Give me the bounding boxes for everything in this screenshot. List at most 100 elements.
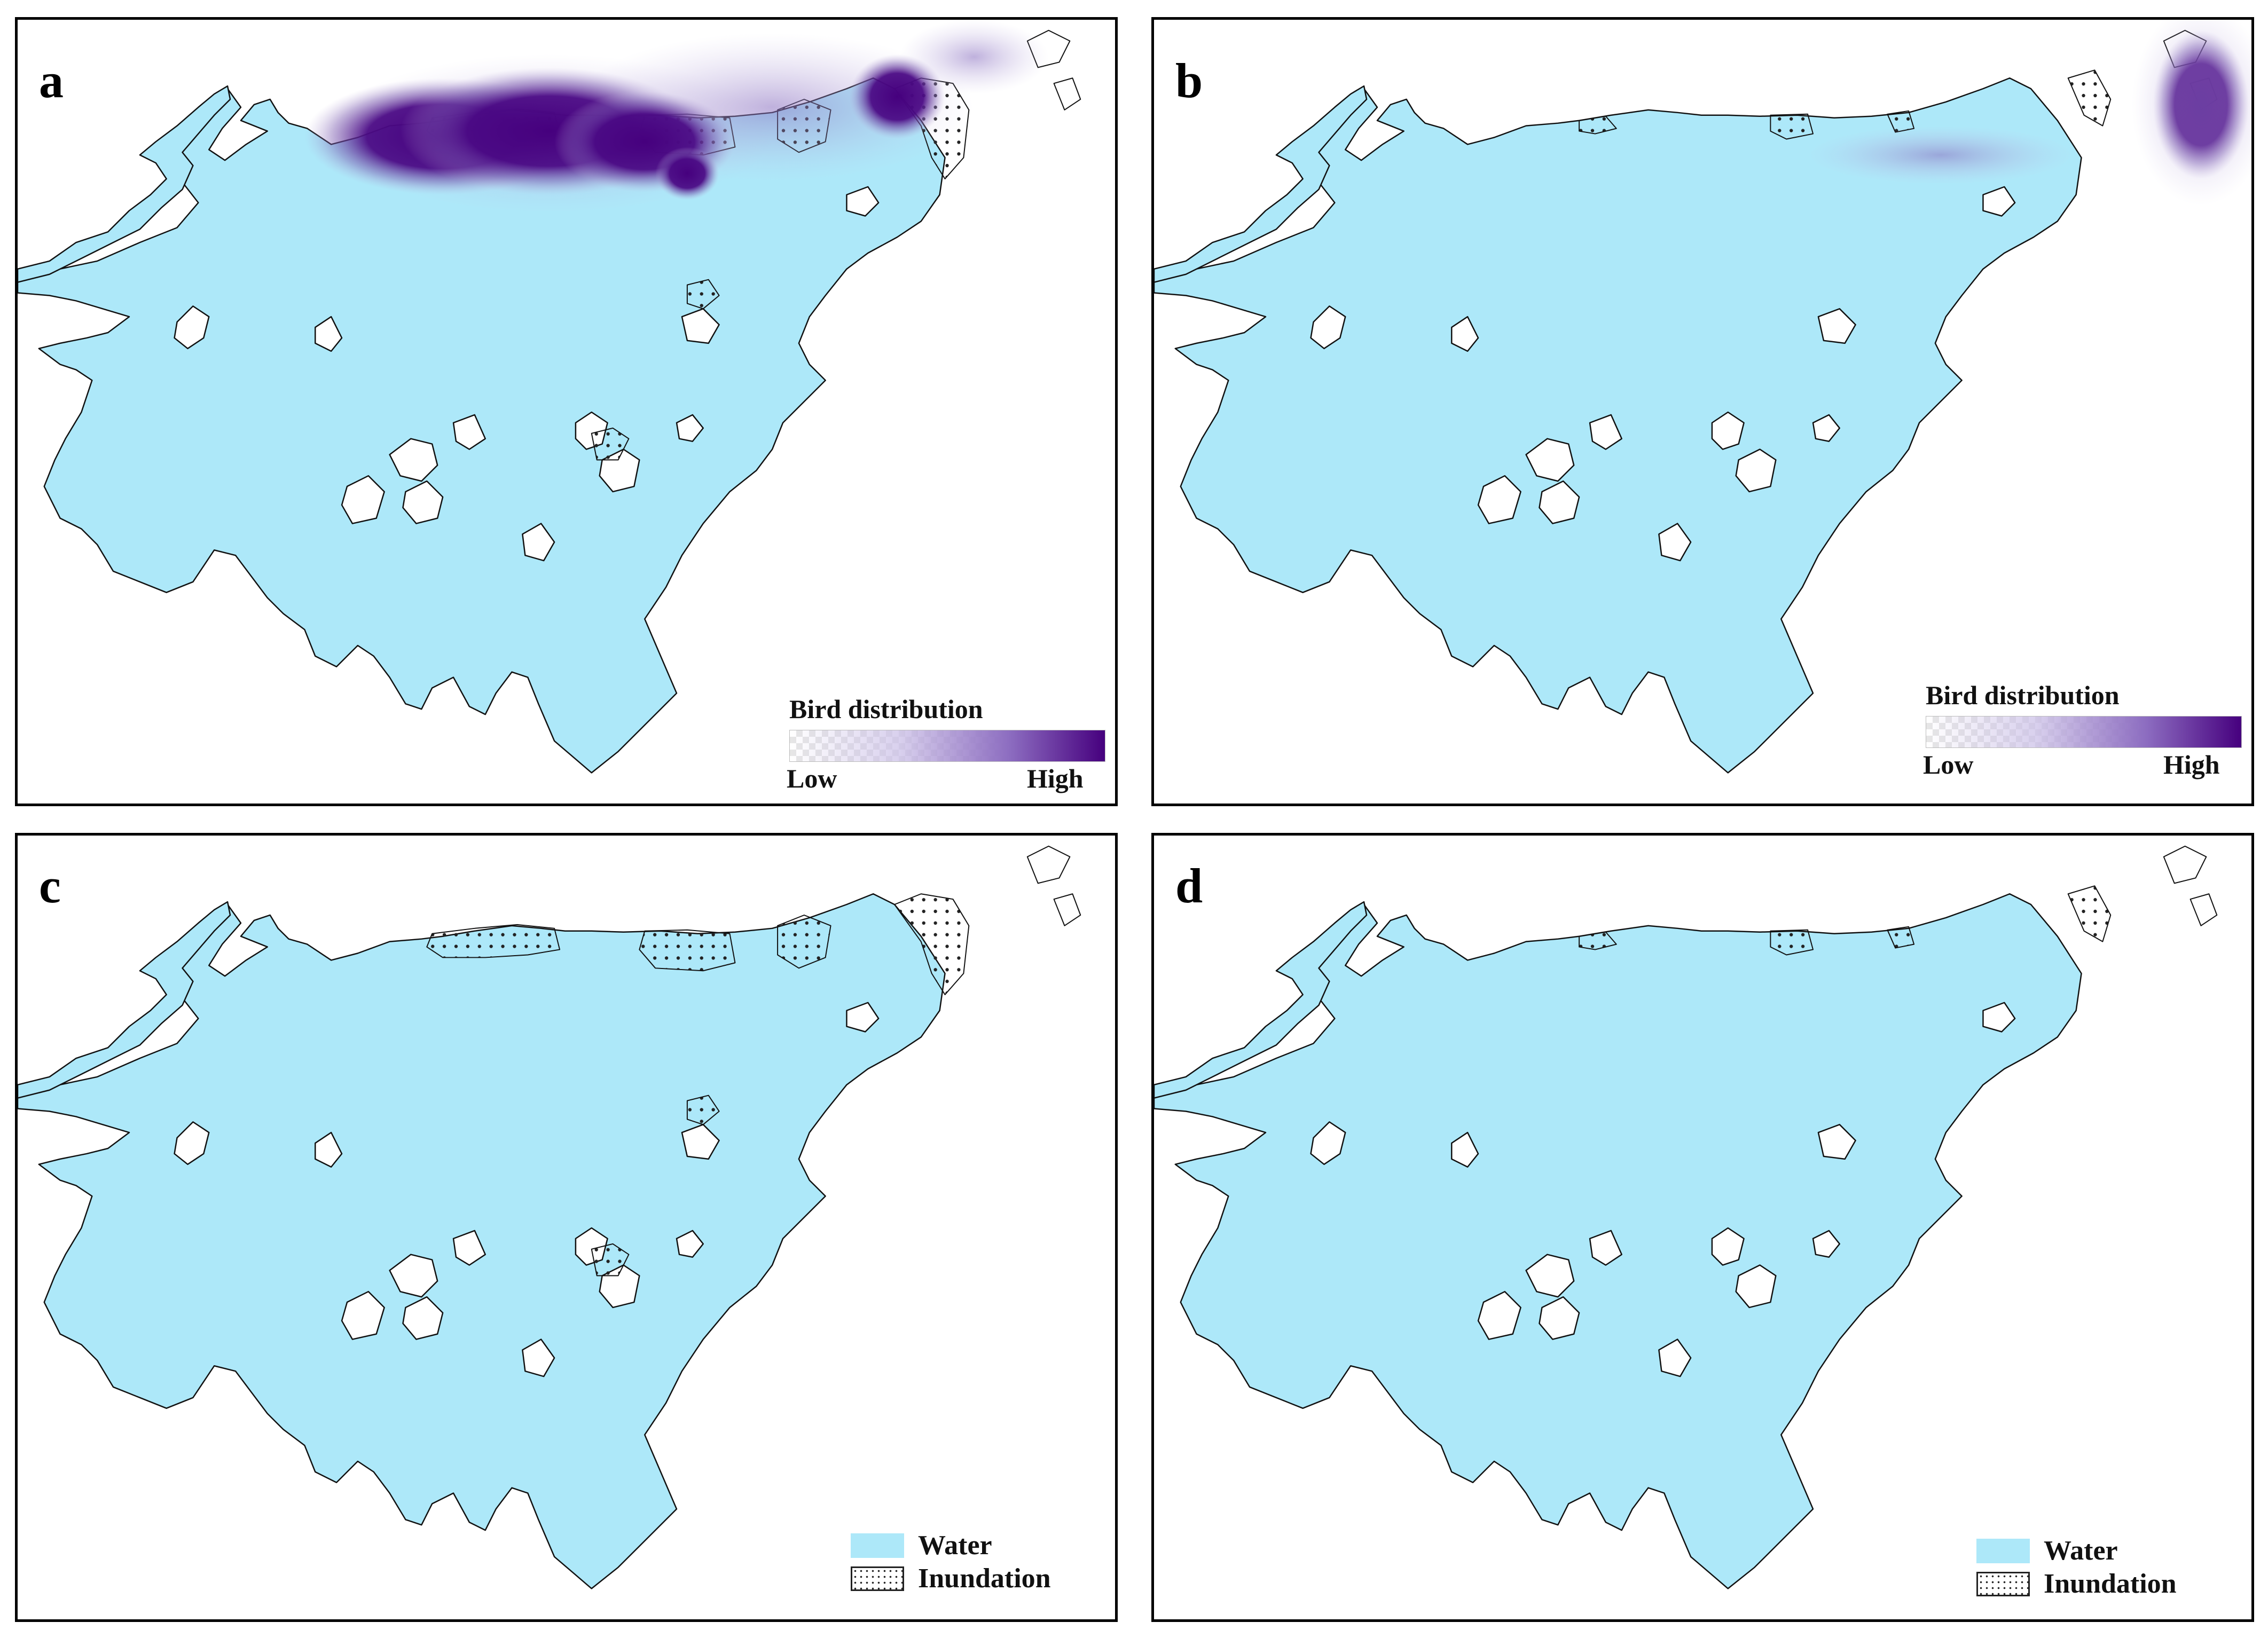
island [341,475,385,524]
legend-inundation-label: Inundation [918,1563,1051,1594]
panel-letter: c [39,859,61,913]
island [1735,448,1777,493]
bird-density-blob [899,20,1049,94]
legend-inundation-label: Inundation [2044,1569,2177,1599]
water-swatch [1976,1538,2030,1563]
lake-map [18,20,1081,774]
lake-arm [18,85,231,283]
island [1982,186,2016,217]
lake-outline [1154,893,2082,1589]
panel-letter: d [1175,859,1203,913]
bird-density-colorbar [789,730,1105,762]
island [1817,1124,1856,1160]
lake-water-body [18,845,1081,1589]
island [1711,1227,1745,1266]
island [676,414,704,442]
island [1735,1264,1777,1309]
island [846,186,880,217]
lake-water-body [1154,845,2218,1589]
island [676,1230,704,1258]
inundation-patch [686,1094,720,1125]
island [452,1230,486,1266]
inundation-area [1579,885,2112,956]
legend-title: Bird distribution [1926,680,2120,710]
island [1658,1338,1692,1377]
bird-density-blob [1808,125,2074,184]
lake-arm [1154,85,1368,283]
legend-inundation: Inundation [851,1563,1051,1594]
island [402,1296,444,1340]
island [402,480,444,524]
island [1589,1230,1622,1266]
island [1589,414,1622,450]
bird-density-blob [655,147,719,200]
legend-water-label: Water [2044,1535,2118,1566]
legend-water-label: Water [918,1530,992,1561]
island [1451,316,1479,352]
legend-water: Water [851,1530,992,1561]
coast-land [1053,77,1081,111]
island [341,1290,385,1340]
inundation-patch [591,1243,630,1277]
water-swatch [851,1533,904,1558]
island [389,1254,438,1298]
lake-arm [1154,901,1368,1099]
bird-density-colorbar [1926,716,2242,748]
island [174,305,210,350]
inundation-swatch [851,1566,904,1591]
lake-water-body [18,29,1081,774]
island [315,316,343,352]
legend-high-label: High [2163,750,2220,779]
coast-land [1053,893,1081,926]
lake-outline [1154,77,2082,774]
island [1451,1131,1479,1168]
lake-map [18,845,1081,1589]
legend-water: Water [1976,1535,2118,1566]
bird-density-layer [304,20,1049,214]
island [174,1121,210,1166]
inundation-patch [777,914,831,969]
island [1539,480,1580,524]
inundation-patch [894,893,970,995]
inundation-patch [2067,885,2112,942]
legend-high-label: High [1027,763,1084,793]
island [1812,414,1840,442]
coast-land [2163,845,2207,884]
inundation-patch [591,427,630,461]
island [1539,1296,1580,1340]
inundation-patch [1770,929,1814,956]
island [522,1338,555,1377]
map-panel-b: b Bird distribution Low High [1151,17,2254,806]
inundation-area [1579,69,2112,140]
island [1812,1230,1840,1258]
map-panel-d: d Water Inundation [1151,833,2254,1622]
island [681,308,720,344]
island [1711,411,1745,450]
inundation-swatch [1976,1571,2030,1596]
coast-land [1026,845,1071,884]
inundation-patch [426,924,561,958]
island [1525,438,1575,482]
lake-arm [18,901,231,1099]
inundation-patch [686,279,720,310]
island [452,414,486,450]
island [1658,523,1692,562]
island [846,1002,880,1033]
legend-title: Bird distribution [789,694,983,724]
legend-low-label: Low [1923,750,1974,779]
inundation-patch [2067,69,2112,127]
inundation-patch [1579,931,1617,950]
island [1982,1002,2016,1033]
island [1525,1254,1575,1298]
island [1817,308,1856,344]
inundation-area [426,893,970,1277]
island [1477,475,1521,524]
island [1477,1290,1521,1340]
panel-letter: a [39,53,64,108]
island [681,1124,720,1160]
legend-low-label: Low [787,763,837,793]
panel-letter: b [1175,53,1203,108]
inundation-patch [1887,926,1915,949]
inundation-patch [639,929,736,972]
coast-land [2189,893,2218,926]
